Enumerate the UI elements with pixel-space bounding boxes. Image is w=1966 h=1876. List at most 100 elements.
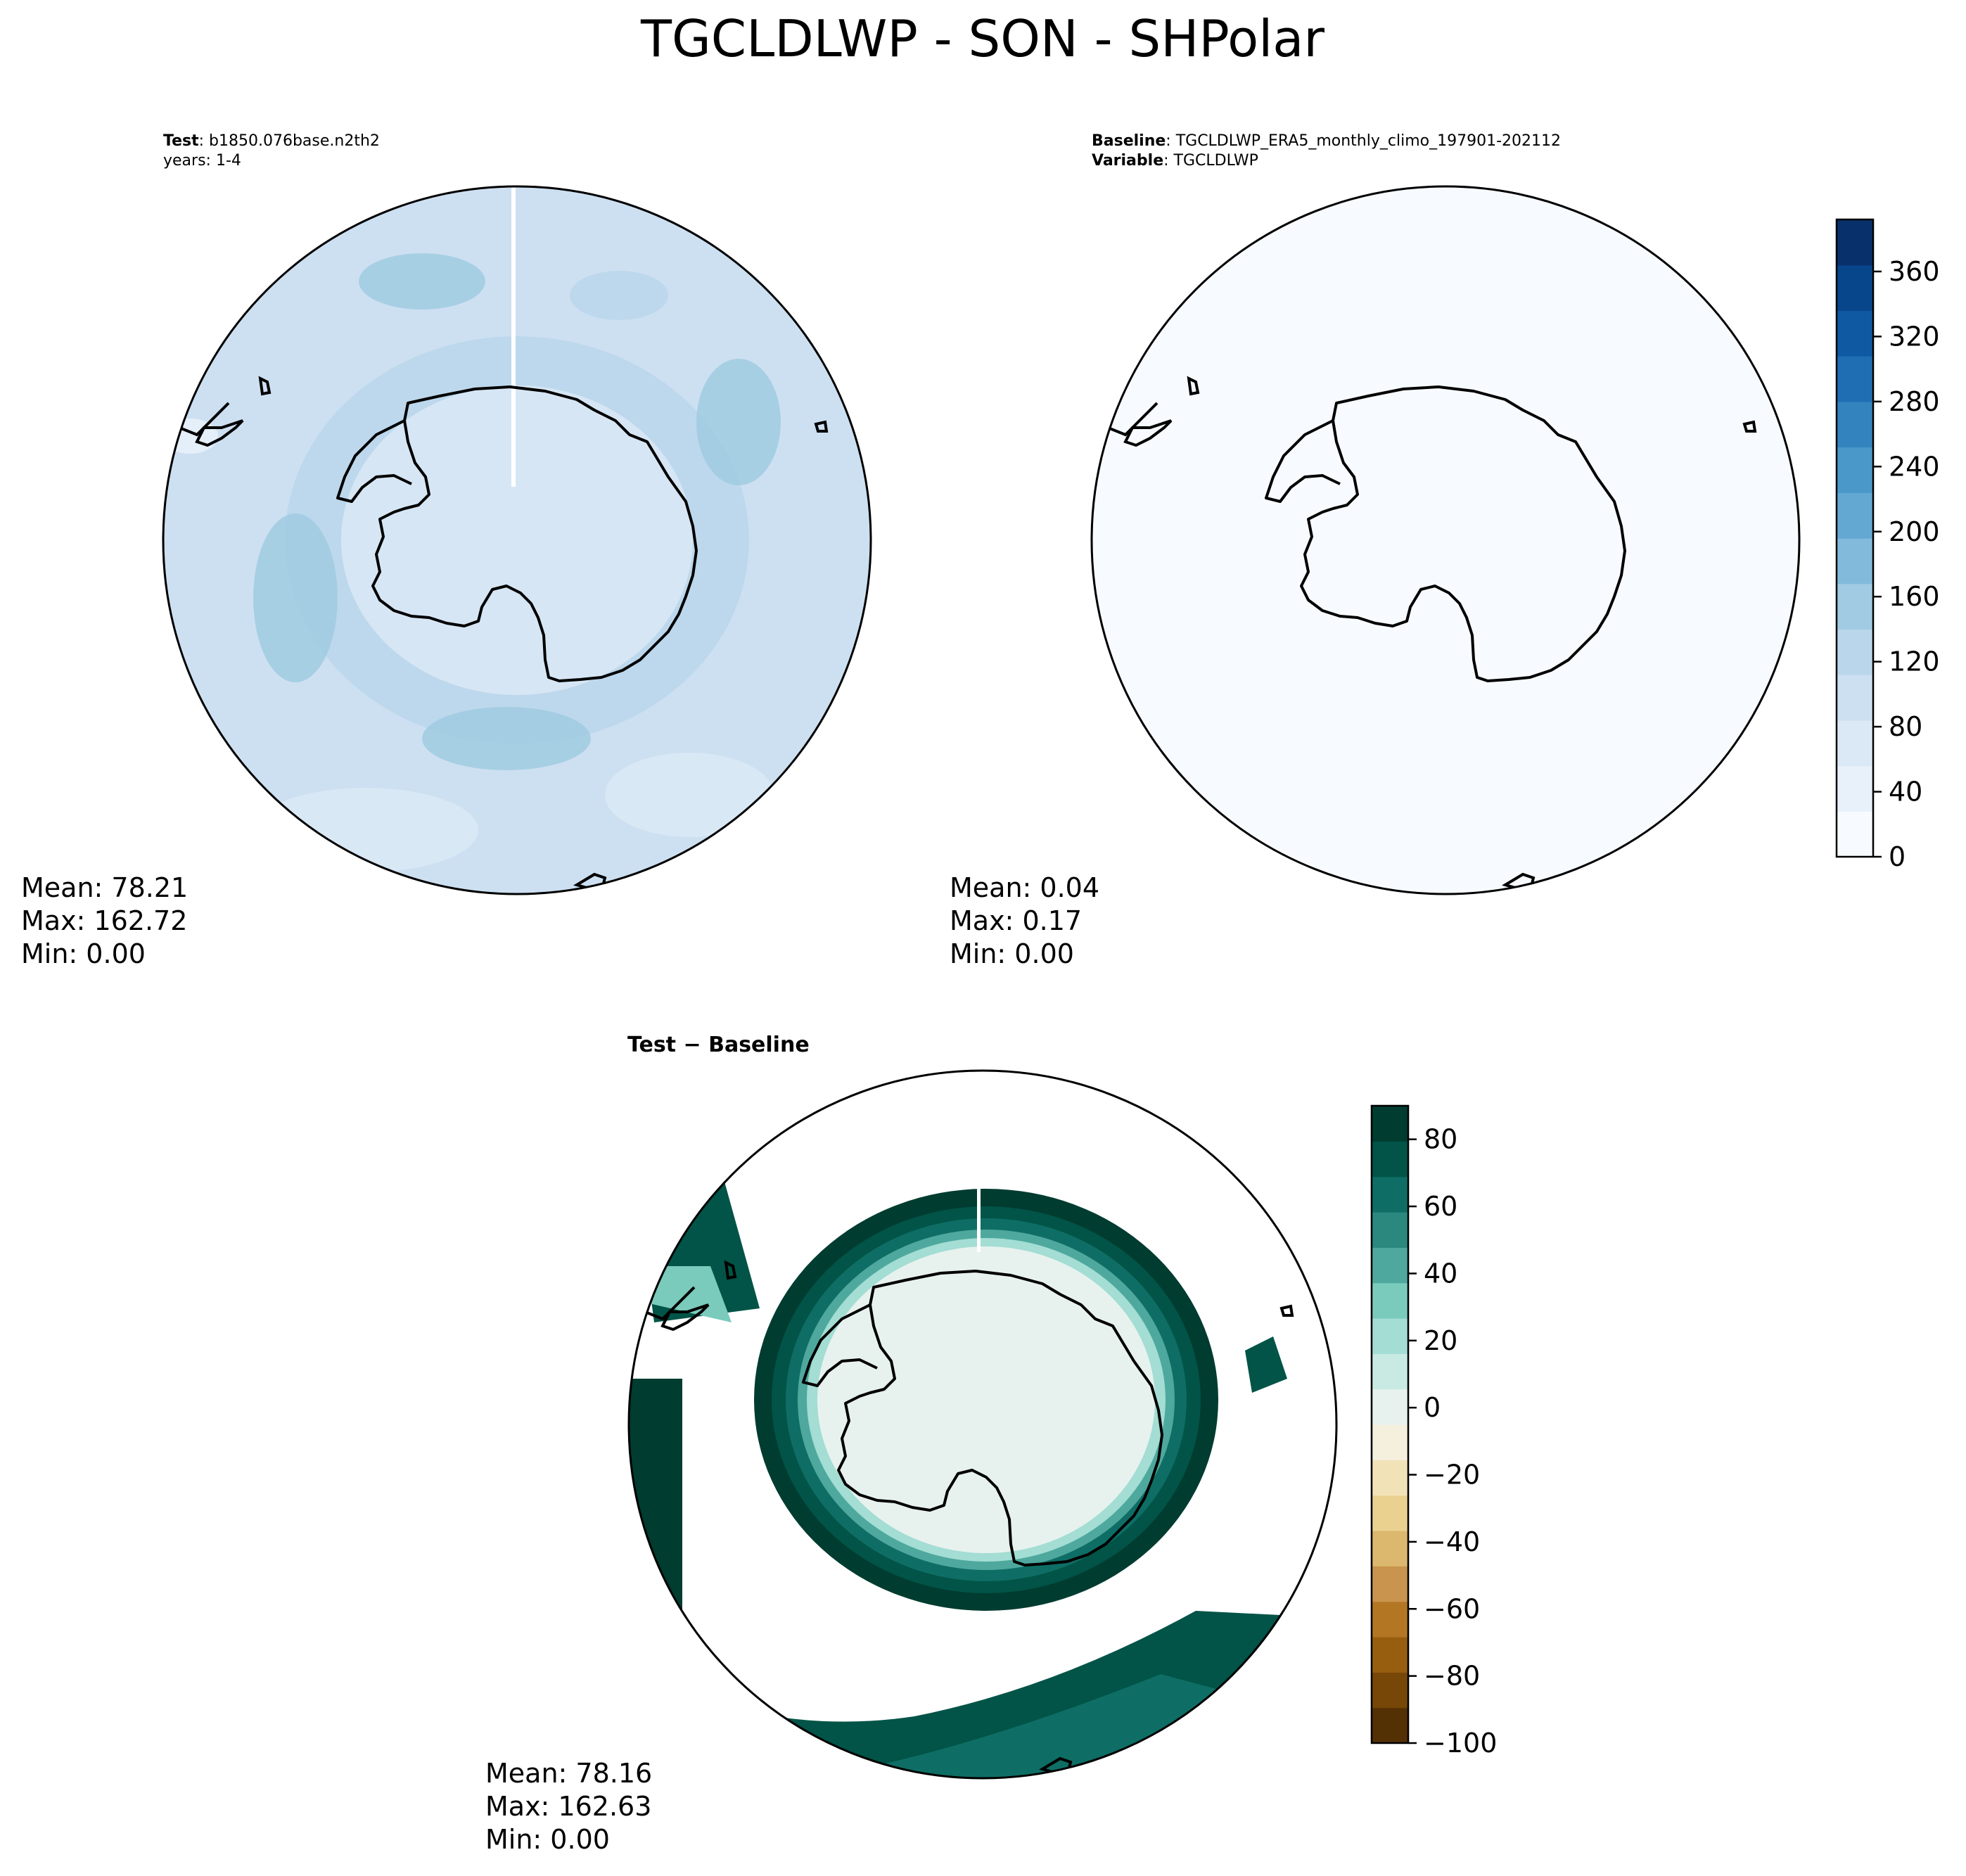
- colorbar-tick-label: 360: [1889, 256, 1940, 287]
- colorbar-tick-label: 20: [1424, 1325, 1457, 1356]
- colorbar-tick-label: 280: [1889, 386, 1940, 417]
- colorbar-swatch: [1837, 264, 1873, 312]
- colorbar-swatch: [1837, 629, 1873, 675]
- panel-diff-title: Test − Baseline: [627, 1033, 810, 1057]
- field-patch: [253, 513, 338, 682]
- panel-diff-max: Max: 162.63: [485, 1791, 651, 1822]
- map-test-border: [162, 185, 872, 895]
- panel-diff-title-b: Baseline: [708, 1033, 810, 1057]
- panel-baseline-variable-value: TGCLDLWP: [1173, 152, 1258, 170]
- colorbar-swatch: [1372, 1566, 1408, 1602]
- colorbar-blues: 0 40 80 120 160 200 240 280 320 360: [1835, 218, 1940, 872]
- colorbar-swatch: [1837, 447, 1873, 493]
- colorbar-swatch: [1837, 401, 1873, 448]
- panel-test: Test: b1850.076base.n2th2 years: 1-4 Mea…: [21, 132, 872, 969]
- panel-baseline-variable: Variable: TGCLDLWP: [1092, 152, 1258, 170]
- colorbar-swatch: [1372, 1282, 1408, 1319]
- panel-baseline-label-key: Baseline: [1092, 132, 1166, 150]
- map-baseline-background: [1092, 186, 1799, 894]
- colorbar-tick-label: −100: [1424, 1728, 1497, 1759]
- colorbar-swatch: [1372, 1672, 1408, 1709]
- colorbar-tick-label: −60: [1424, 1593, 1480, 1624]
- panel-baseline: Baseline: TGCLDLWP_ERA5_monthly_climo_19…: [950, 132, 1801, 969]
- map-diff-seam: [977, 1071, 981, 1252]
- figure-title: TGCLDLWP - SON - SHPolar: [640, 9, 1325, 68]
- field-ring: [817, 1246, 1155, 1553]
- panel-diff-title-a: Test: [627, 1033, 676, 1057]
- map-diff-border: [627, 1069, 1338, 1780]
- colorbar-tick-label: 0: [1889, 841, 1906, 872]
- map-baseline: [1092, 186, 1799, 894]
- panel-baseline-max: Max: 0.17: [950, 905, 1082, 936]
- panel-test-label-value: b1850.076base.n2th2: [209, 132, 380, 150]
- field-patch: [570, 271, 668, 320]
- colorbar-swatch: [1837, 356, 1873, 402]
- map-baseline-border: [1090, 185, 1801, 895]
- colorbar-tick-label: 80: [1889, 711, 1922, 742]
- field-patch: [605, 753, 774, 837]
- colorbar-swatch: [1372, 1106, 1408, 1142]
- panel-test-max: Max: 162.72: [21, 905, 187, 936]
- colorbar-swatch: [1837, 720, 1873, 767]
- panel-test-mean: Mean: 78.21: [21, 872, 188, 903]
- colorbar-swatch: [1837, 675, 1873, 721]
- colorbar-swatch: [1372, 1247, 1408, 1284]
- panel-baseline-variable-key: Variable: [1092, 152, 1163, 170]
- map-test-seam: [511, 186, 516, 487]
- panel-test-label-key: Test: [163, 132, 199, 150]
- colorbar-tick-label: −20: [1424, 1460, 1480, 1491]
- field-patch: [696, 359, 781, 485]
- panel-diff-mean: Mean: 78.16: [485, 1758, 652, 1789]
- colorbar-swatch: [1372, 1637, 1408, 1673]
- panel-baseline-mean: Mean: 0.04: [950, 872, 1099, 903]
- colorbar-tick-label: 120: [1889, 646, 1940, 677]
- colorbar-swatch: [1372, 1531, 1408, 1566]
- colorbar-swatch: [1372, 1389, 1408, 1425]
- colorbar-tick-label: −80: [1424, 1661, 1480, 1692]
- colorbar-swatch: [1372, 1424, 1408, 1460]
- colorbar-swatch: [1837, 538, 1873, 585]
- colorbar-tick-label: 160: [1889, 581, 1940, 612]
- field-patch: [422, 707, 591, 770]
- colorbar-swatch: [1372, 1601, 1408, 1638]
- colorbar-tick-label: 40: [1424, 1258, 1457, 1289]
- colorbar-tick-label: 0: [1424, 1392, 1441, 1423]
- colorbar-tick-label: 240: [1889, 451, 1940, 482]
- colorbar-swatch: [1837, 310, 1873, 357]
- colorbar-swatch: [1837, 219, 1873, 266]
- colorbar-swatch: [1372, 1212, 1408, 1248]
- colorbar-swatch: [1372, 1707, 1408, 1744]
- colorbar-tick-label: 60: [1424, 1191, 1457, 1222]
- colorbar-swatch: [1837, 583, 1873, 630]
- colorbar-brbg: 80 60 40 20 0 −20 −40 −60 −80 −100: [1370, 1104, 1497, 1759]
- colorbar-frame: [1835, 218, 1875, 858]
- field-patch: [341, 385, 693, 695]
- colorbar-swatch: [1372, 1318, 1408, 1354]
- panel-test-years: years: 1-4: [163, 152, 241, 170]
- panel-diff-title-sep: −: [683, 1033, 701, 1057]
- colorbar-swatch: [1372, 1176, 1408, 1213]
- colorbar-swatch: [1372, 1460, 1408, 1496]
- panel-diff-min: Min: 0.00: [485, 1824, 610, 1855]
- colorbar-tick-label: 80: [1424, 1124, 1457, 1155]
- colorbar-swatch: [1837, 765, 1873, 812]
- colorbar-tick-label: 320: [1889, 321, 1940, 352]
- field-patch: [359, 253, 485, 310]
- map-diff: [629, 1071, 1336, 1778]
- colorbar-frame: [1370, 1104, 1410, 1744]
- colorbar-swatch: [1372, 1141, 1408, 1178]
- colorbar-swatch: [1372, 1353, 1408, 1390]
- colorbar-swatch: [1837, 811, 1873, 857]
- colorbar-tick-label: −40: [1424, 1526, 1480, 1557]
- colorbar-swatch: [1372, 1495, 1408, 1531]
- panel-baseline-min: Min: 0.00: [950, 938, 1074, 969]
- colorbar-tick-label: 40: [1889, 777, 1922, 808]
- panel-test-label: Test: b1850.076base.n2th2: [163, 132, 380, 150]
- panel-baseline-label: Baseline: TGCLDLWP_ERA5_monthly_climo_19…: [1092, 132, 1561, 150]
- colorbar-tick-label: 200: [1889, 516, 1940, 547]
- panel-diff: Test − Baseline Mean: 78.16 Max: 162.63 …: [485, 1033, 1338, 1855]
- colorbar-swatch: [1837, 492, 1873, 539]
- map-test: [163, 186, 871, 894]
- panel-baseline-label-value: TGCLDLWP_ERA5_monthly_climo_197901-20211…: [1175, 132, 1561, 150]
